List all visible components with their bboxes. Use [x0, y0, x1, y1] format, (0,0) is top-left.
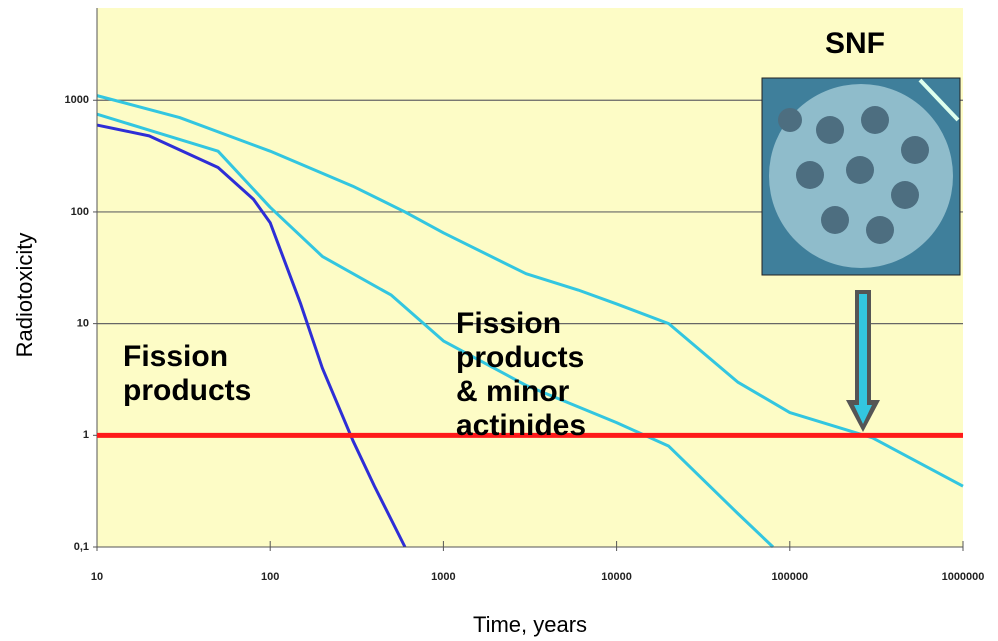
- annotation: & minor: [456, 375, 570, 408]
- annotation: products: [456, 341, 584, 374]
- x-tick-label: 100: [261, 571, 279, 583]
- annotation: products: [123, 374, 251, 407]
- x-tick-label: 10000: [601, 571, 632, 583]
- y-tick-label: 1: [83, 429, 89, 441]
- y-tick-label: 100: [71, 206, 89, 218]
- y-tick-label: 1000: [65, 94, 89, 106]
- x-tick-label: 100000: [771, 571, 808, 583]
- x-tick-label: 1000000: [942, 571, 985, 583]
- annotation: actinides: [456, 409, 586, 442]
- y-axis-label: Radiotoxicity: [12, 233, 37, 358]
- chart: Time, years Radiotoxicity 0,1 1 10 100 1000 1…: [0, 0, 998, 641]
- x-axis-label: Time, years: [473, 612, 587, 637]
- y-tick-label: 10: [77, 318, 89, 330]
- annotation: SNF: [825, 27, 885, 60]
- annotation: Fission: [456, 307, 561, 340]
- annotation: Fission: [123, 340, 228, 373]
- x-tick-label: 1000: [431, 571, 455, 583]
- snf-picture: [762, 78, 960, 275]
- x-tick-label: 10: [91, 571, 103, 583]
- y-tick-label: 0,1: [74, 541, 89, 553]
